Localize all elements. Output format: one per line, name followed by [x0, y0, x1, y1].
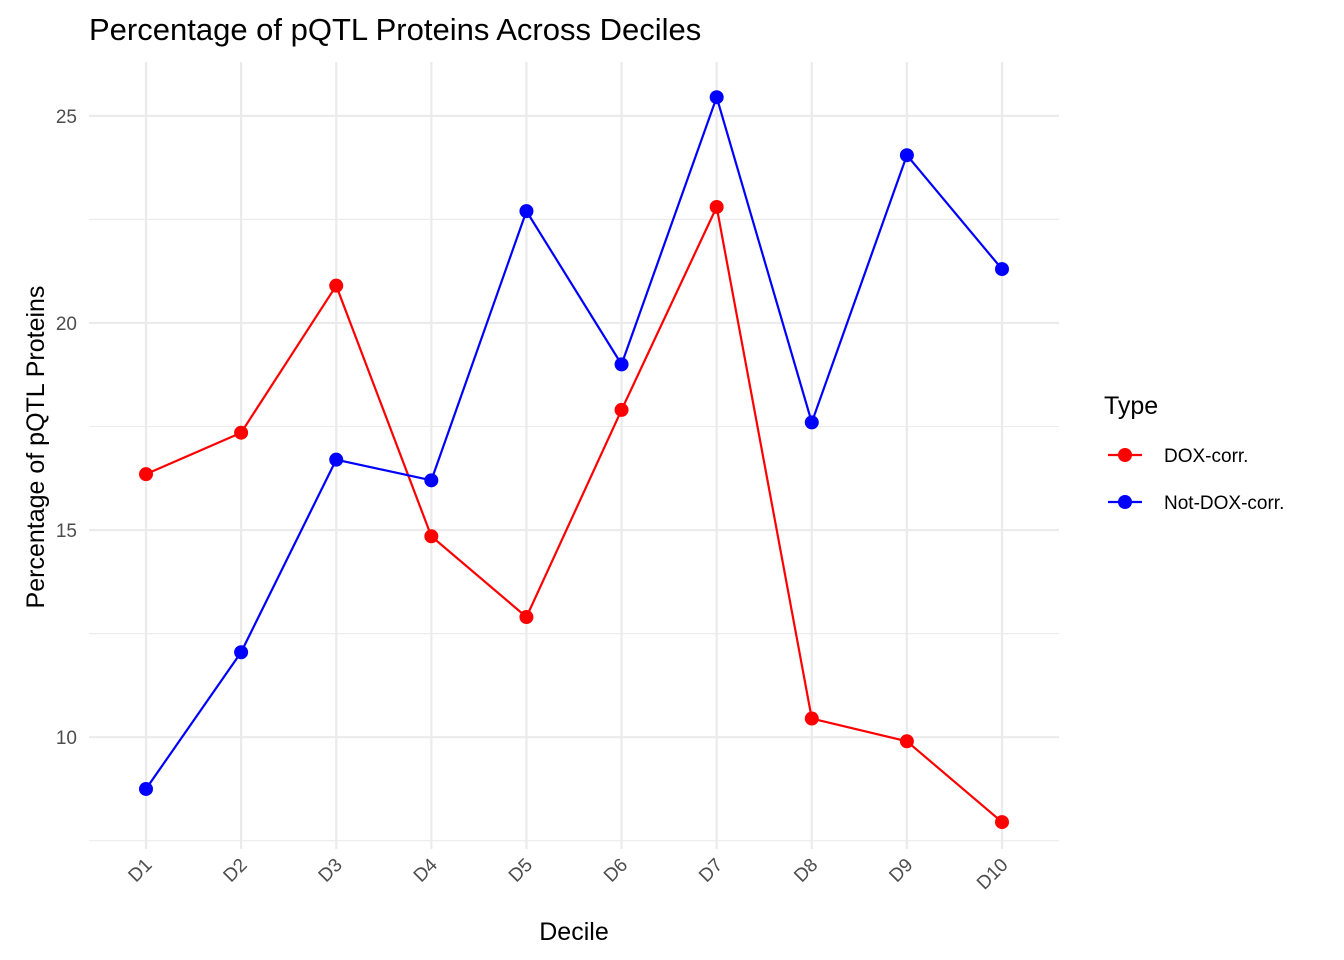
data-point — [804, 415, 819, 430]
series-dox-corr — [139, 199, 1009, 830]
y-tick-label: 15 — [56, 521, 77, 542]
legend-label: DOX-corr. — [1164, 446, 1248, 467]
data-point — [424, 529, 439, 544]
data-point — [329, 452, 344, 467]
data-point — [899, 148, 914, 163]
x-tick-label: D6 — [600, 855, 632, 887]
legend-items: DOX-corr. Not-DOX-corr. — [1108, 446, 1284, 514]
series-not-dox-corr — [139, 90, 1009, 796]
legend-key-point — [1118, 495, 1132, 509]
legend-title: Type — [1104, 392, 1158, 420]
data-point — [519, 610, 534, 625]
x-tick-label: D5 — [505, 855, 537, 887]
chart-title: Percentage of pQTL Proteins Across Decil… — [89, 12, 701, 47]
x-tick-label: D2 — [220, 855, 252, 887]
x-tick-label: D4 — [410, 854, 442, 886]
x-axis-title: Decile — [539, 918, 608, 946]
legend-label: Not-DOX-corr. — [1164, 493, 1284, 514]
x-axis-tick-labels: D1 D2 D3 D4 D5 D6 D7 D8 D9 D10 — [125, 854, 1013, 894]
x-tick-label: D3 — [315, 855, 347, 887]
data-point — [995, 262, 1009, 277]
data-point — [995, 815, 1009, 830]
data-point — [519, 204, 534, 219]
y-axis-tick-labels: 10 15 20 25 — [56, 107, 77, 749]
x-tick-label: D10 — [973, 855, 1012, 894]
data-point — [614, 357, 629, 372]
data-point — [899, 734, 914, 749]
grid-lines — [89, 62, 1059, 849]
data-point — [709, 90, 724, 105]
series-line — [145, 96, 1003, 790]
data-point — [139, 467, 153, 482]
data-point — [234, 425, 249, 440]
x-tick-label: D1 — [125, 855, 157, 887]
x-tick-label: D7 — [695, 855, 727, 887]
plot-area — [89, 62, 1059, 849]
x-tick-label: D8 — [790, 855, 822, 887]
data-point — [709, 199, 724, 214]
y-tick-label: 20 — [56, 314, 77, 335]
legend-item: DOX-corr. — [1108, 446, 1248, 467]
x-tick-label: D9 — [885, 855, 917, 887]
legend-item: Not-DOX-corr. — [1108, 493, 1284, 514]
data-point — [614, 402, 629, 417]
data-point — [234, 645, 249, 660]
series-layer — [139, 90, 1009, 830]
data-point — [424, 473, 439, 488]
y-tick-label: 10 — [56, 728, 77, 749]
series-line — [145, 205, 1003, 823]
legend-key-point — [1118, 448, 1132, 462]
y-axis-title: Percentage of pQTL Proteins — [22, 286, 50, 609]
legend: Type DOX-corr. Not-DOX-corr. — [1104, 392, 1284, 514]
data-point — [329, 278, 344, 293]
data-point — [139, 781, 153, 796]
y-tick-label: 25 — [56, 107, 77, 128]
data-point — [804, 711, 819, 726]
